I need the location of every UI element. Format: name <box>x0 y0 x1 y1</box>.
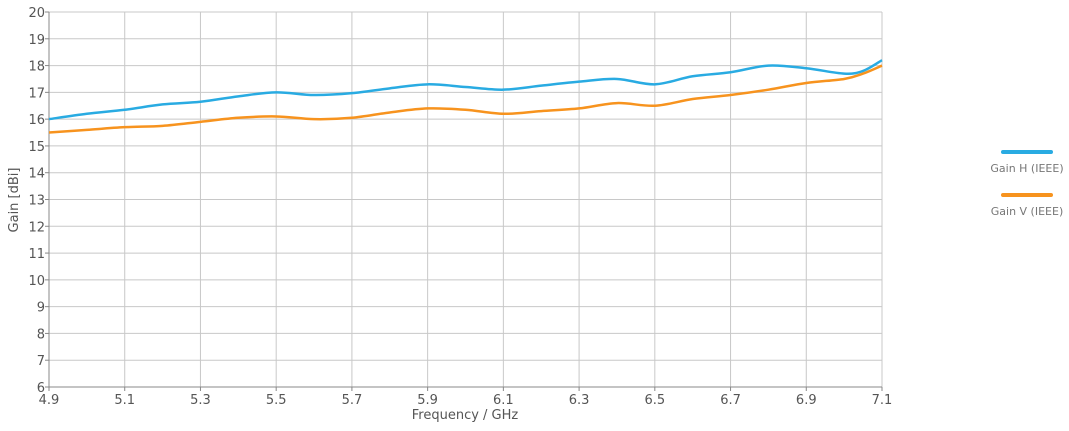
y-tick-label: 13 <box>28 194 45 209</box>
series-line-0 <box>48 59 883 121</box>
x-tick-label: 5.9 <box>417 393 438 408</box>
legend-swatch-gain-h <box>1001 150 1053 154</box>
y-tick-label: 19 <box>28 33 45 48</box>
y-tick-label: 11 <box>28 247 45 262</box>
grid-lines <box>45 11 883 391</box>
y-tick-label: 9 <box>37 301 45 316</box>
y-tick-label: 12 <box>28 220 45 235</box>
y-tick-label: 6 <box>37 381 45 396</box>
x-tick-label: 6.1 <box>493 393 514 408</box>
x-tick-label: 6.7 <box>720 393 741 408</box>
series-line-1 <box>48 64 883 134</box>
x-tick-label: 6.3 <box>569 393 590 408</box>
x-tick-label: 5.5 <box>266 393 287 408</box>
legend-label-gain-v: Gain V (IEEE) <box>990 205 1064 218</box>
y-tick-label: 17 <box>28 86 45 101</box>
legend: Gain H (IEEE) Gain V (IEEE) <box>985 150 1069 236</box>
y-tick-label: 15 <box>28 140 45 155</box>
y-tick-label: 20 <box>28 6 45 21</box>
y-tick-label: 7 <box>37 354 45 369</box>
y-tick-label: 16 <box>28 113 45 128</box>
x-tick-label: 6.9 <box>796 393 817 408</box>
y-tick-label: 10 <box>28 274 45 289</box>
y-tick-label: 18 <box>28 60 45 75</box>
x-tick-label: 5.1 <box>114 393 135 408</box>
x-tick-label: 5.7 <box>342 393 363 408</box>
y-tick-label: 8 <box>37 327 45 342</box>
x-tick-label: 4.9 <box>39 393 60 408</box>
legend-item-gain-v: Gain V (IEEE) <box>985 193 1069 218</box>
x-axis-title: Frequency / GHz <box>412 408 519 423</box>
legend-label-gain-h: Gain H (IEEE) <box>990 162 1064 175</box>
y-axis-title: Gain [dBi] <box>7 168 22 233</box>
series-lines <box>48 59 883 134</box>
x-tick-label: 5.3 <box>190 393 211 408</box>
legend-item-gain-h: Gain H (IEEE) <box>985 150 1069 175</box>
y-tick-label: 14 <box>28 167 45 182</box>
tick-labels: 6 7 8 9 10 11 12 13 14 15 16 17 18 19 20 4.9 5.1 5.3 5.5 5.… <box>28 6 892 408</box>
x-tick-label: 7.1 <box>872 393 893 408</box>
legend-swatch-gain-v <box>1001 193 1053 197</box>
x-tick-label: 6.5 <box>644 393 665 408</box>
